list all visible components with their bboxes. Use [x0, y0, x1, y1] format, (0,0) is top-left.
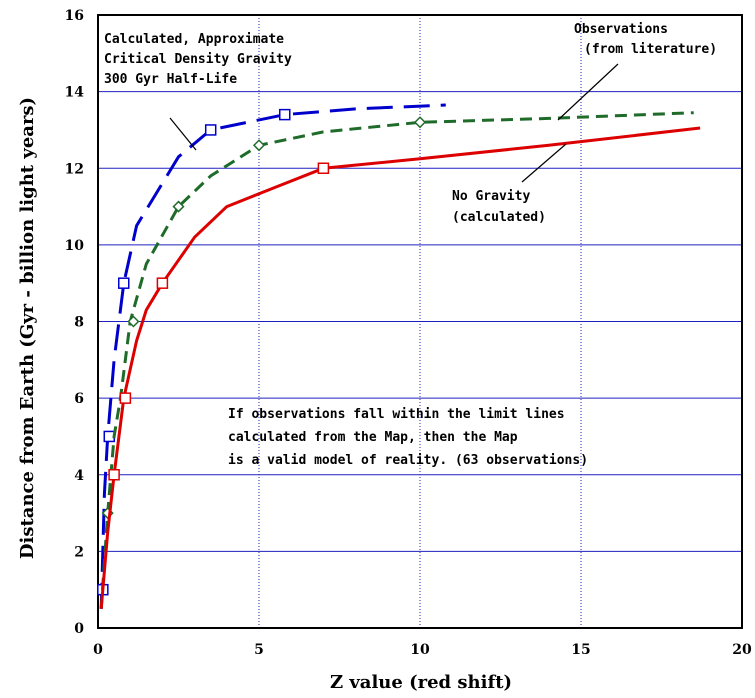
y-tick-label: 10 [65, 238, 85, 254]
series-marker-0 [204, 124, 217, 136]
series-marker-1 [252, 139, 266, 152]
y-tick-label: 2 [74, 544, 84, 560]
observations-label-line-2: (from literature) [584, 42, 717, 57]
y-tick-label: 8 [74, 315, 84, 331]
series-layer [97, 103, 701, 609]
series-marker-1 [413, 116, 427, 129]
x-tick-label: 15 [571, 642, 590, 658]
x-tick-label: 20 [732, 642, 752, 658]
series-marker-2 [317, 162, 330, 174]
pointer-observations-label [557, 63, 619, 121]
y-tick-label: 16 [65, 8, 84, 24]
x-tick-label: 10 [410, 642, 430, 658]
series-line-2 [99, 126, 701, 609]
y-axis-title: Distance from Earth (Gyr - billion light… [17, 97, 38, 559]
x-axis-title: Z value (red shift) [330, 672, 512, 693]
pointer-gravity-label [169, 117, 197, 151]
series-marker-1 [127, 315, 140, 328]
y-tick-label: 4 [74, 468, 84, 484]
series-line-0 [99, 103, 446, 609]
x-tick-label: 5 [254, 642, 264, 658]
series-marker-2 [119, 392, 132, 404]
y-tick-label: 0 [74, 621, 84, 637]
annotation-line-1: If observations fall within the limit li… [228, 407, 565, 422]
series-marker-1 [172, 200, 185, 213]
no-gravity-label-line-1: No Gravity [452, 189, 530, 204]
series-marker-0 [279, 108, 291, 121]
gravity-label-line-3: 300 Gyr Half-Life [104, 72, 237, 87]
gravity-label-line-1: Calculated, Approximate [104, 32, 284, 47]
label-pointers [169, 63, 619, 183]
series-line-1 [99, 111, 694, 609]
annotation-line-2: calculated from the Map, then the Map [228, 430, 518, 445]
ticks-layer: 0 5 10 15 20 0 2 4 6 8 10 12 14 16 [65, 8, 752, 658]
no-gravity-label-line-2: (calculated) [452, 210, 546, 225]
annotation-line-3: is a valid model of reality. (63 observa… [228, 453, 588, 468]
pointer-no-gravity-label [521, 143, 567, 183]
series-marker-0 [118, 277, 130, 289]
plot-frame [97, 14, 743, 629]
series-marker-2 [156, 277, 169, 289]
y-tick-label: 14 [65, 85, 85, 101]
x-tick-label: 0 [93, 642, 103, 658]
y-tick-label: 6 [74, 391, 84, 407]
series-marker-2 [108, 469, 120, 481]
gravity-label-line-2: Critical Density Gravity [104, 52, 292, 67]
observations-label-line-1: Observations [574, 22, 668, 37]
y-tick-label: 12 [65, 161, 84, 177]
